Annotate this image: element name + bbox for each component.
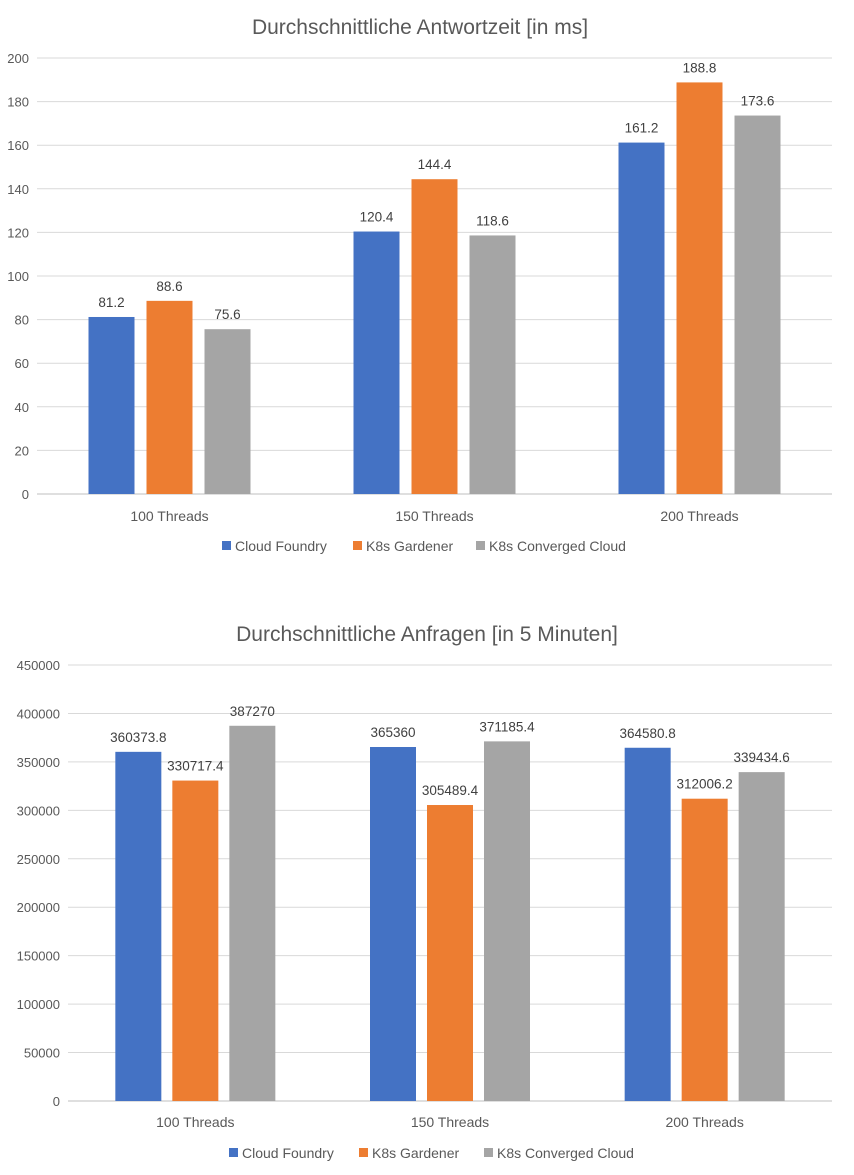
- y-tick-label: 100: [7, 269, 29, 284]
- y-tick-label: 140: [7, 182, 29, 197]
- x-category-label: 200 Threads: [665, 1114, 743, 1130]
- bar: [370, 747, 416, 1101]
- data-label: 305489.4: [422, 783, 479, 798]
- y-tick-label: 300000: [17, 803, 60, 818]
- x-category-label: 100 Threads: [130, 508, 208, 524]
- legend-swatch: [353, 541, 362, 550]
- y-tick-label: 150000: [17, 949, 60, 964]
- y-tick-label: 400000: [17, 706, 60, 721]
- legend-swatch: [476, 541, 485, 550]
- bar: [88, 316, 135, 494]
- bar: [484, 741, 530, 1101]
- y-tick-label: 50000: [24, 1046, 60, 1061]
- data-label: 88.6: [156, 279, 182, 294]
- bar: [738, 772, 785, 1101]
- legend-swatch: [484, 1148, 493, 1157]
- data-label: 144.4: [418, 157, 452, 172]
- x-category-label: 150 Threads: [411, 1114, 489, 1130]
- y-tick-label: 0: [53, 1094, 60, 1109]
- bar: [734, 115, 781, 494]
- response-time-chart: Durchschnittliche Antwortzeit [in ms] 0 20…: [7, 16, 832, 554]
- y-tick-label: 60: [15, 356, 29, 371]
- y-tick-label: 180: [7, 95, 29, 110]
- y-tick-label: 80: [15, 313, 29, 328]
- data-label: 365360: [370, 725, 415, 740]
- y-tick-label: 350000: [17, 755, 60, 770]
- legend-label: K8s Gardener: [372, 1145, 459, 1161]
- data-label: 173.6: [741, 94, 775, 109]
- bar: [115, 751, 162, 1101]
- legend-label: Cloud Foundry: [242, 1145, 334, 1161]
- requests-chart: Durchschnittliche Anfragen [in 5 Minuten…: [17, 623, 832, 1161]
- chart-title: Durchschnittliche Antwortzeit [in ms]: [252, 16, 588, 39]
- data-label: 161.2: [625, 121, 659, 136]
- bar: [146, 300, 193, 494]
- bar: [624, 747, 671, 1101]
- x-category-label: 100 Threads: [156, 1114, 234, 1130]
- data-label: 371185.4: [479, 719, 535, 734]
- data-label: 120.4: [360, 210, 394, 225]
- y-tick-label: 100000: [17, 997, 60, 1012]
- bar: [172, 780, 219, 1101]
- legend-label: Cloud Foundry: [235, 538, 327, 554]
- bar: [411, 179, 458, 494]
- data-label: 81.2: [98, 295, 124, 310]
- bar: [618, 142, 665, 495]
- y-tick-label: 120: [7, 225, 29, 240]
- y-tick-label: 450000: [17, 658, 60, 673]
- data-label: 330717.4: [167, 759, 224, 774]
- y-tick-label: 0: [22, 487, 29, 502]
- bar: [427, 805, 473, 1101]
- bar: [469, 235, 516, 494]
- y-tick-label: 200: [7, 51, 29, 66]
- data-label: 360373.8: [110, 730, 166, 745]
- data-label: 188.8: [683, 60, 717, 75]
- y-tick-label: 160: [7, 138, 29, 153]
- chart-title: Durchschnittliche Anfragen [in 5 Minuten…: [236, 623, 618, 646]
- y-tick-label: 20: [15, 443, 29, 458]
- data-label: 312006.2: [677, 777, 733, 792]
- legend-label: K8s Converged Cloud: [497, 1145, 634, 1161]
- legend-swatch: [229, 1148, 238, 1157]
- data-label: 118.6: [476, 213, 509, 228]
- legend-label: K8s Gardener: [366, 538, 453, 554]
- y-tick-label: 40: [15, 400, 29, 415]
- y-tick-label: 250000: [17, 852, 60, 867]
- bar: [353, 231, 400, 494]
- data-label: 364580.8: [620, 726, 676, 741]
- bar: [229, 725, 276, 1101]
- legend-label: K8s Converged Cloud: [489, 538, 626, 554]
- y-tick-label: 200000: [17, 900, 60, 915]
- legend-swatch: [222, 541, 231, 550]
- data-label: 339434.6: [734, 750, 790, 765]
- data-label: 387270: [230, 704, 275, 719]
- bar: [204, 329, 251, 494]
- data-label: 75.6: [214, 307, 240, 322]
- bar: [681, 798, 728, 1101]
- bar: [676, 82, 723, 494]
- x-category-label: 200 Threads: [660, 508, 738, 524]
- legend-swatch: [359, 1148, 368, 1157]
- x-category-label: 150 Threads: [395, 508, 473, 524]
